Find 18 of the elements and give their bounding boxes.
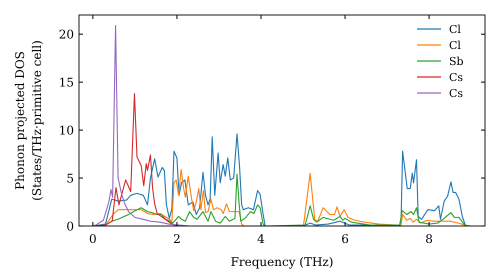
x-tick-label: 2	[173, 232, 181, 246]
legend-label: Cl	[449, 39, 462, 52]
y-tick-label: 0	[66, 220, 74, 234]
x-tick-label: 6	[341, 232, 349, 246]
y-tick-label: 15	[58, 76, 74, 90]
legend-label: Cs	[449, 71, 464, 84]
x-tick-label: 4	[257, 232, 266, 246]
y-axis-title: Phonon projected DOS (States/THz·primitive cell)	[13, 40, 44, 201]
legend-label: Cs	[449, 87, 464, 100]
x-tick-label: 0	[89, 232, 97, 246]
y-tick-label: 20	[58, 28, 74, 42]
y-tick-label: 10	[58, 124, 74, 138]
x-tick-label: 8	[425, 232, 433, 246]
x-axis-title: Frequency (THz)	[230, 255, 334, 269]
legend-label: Cl	[449, 23, 462, 36]
line-series	[92, 25, 190, 226]
legend-label: Sb	[449, 55, 464, 68]
y-tick-label: 5	[66, 172, 74, 186]
